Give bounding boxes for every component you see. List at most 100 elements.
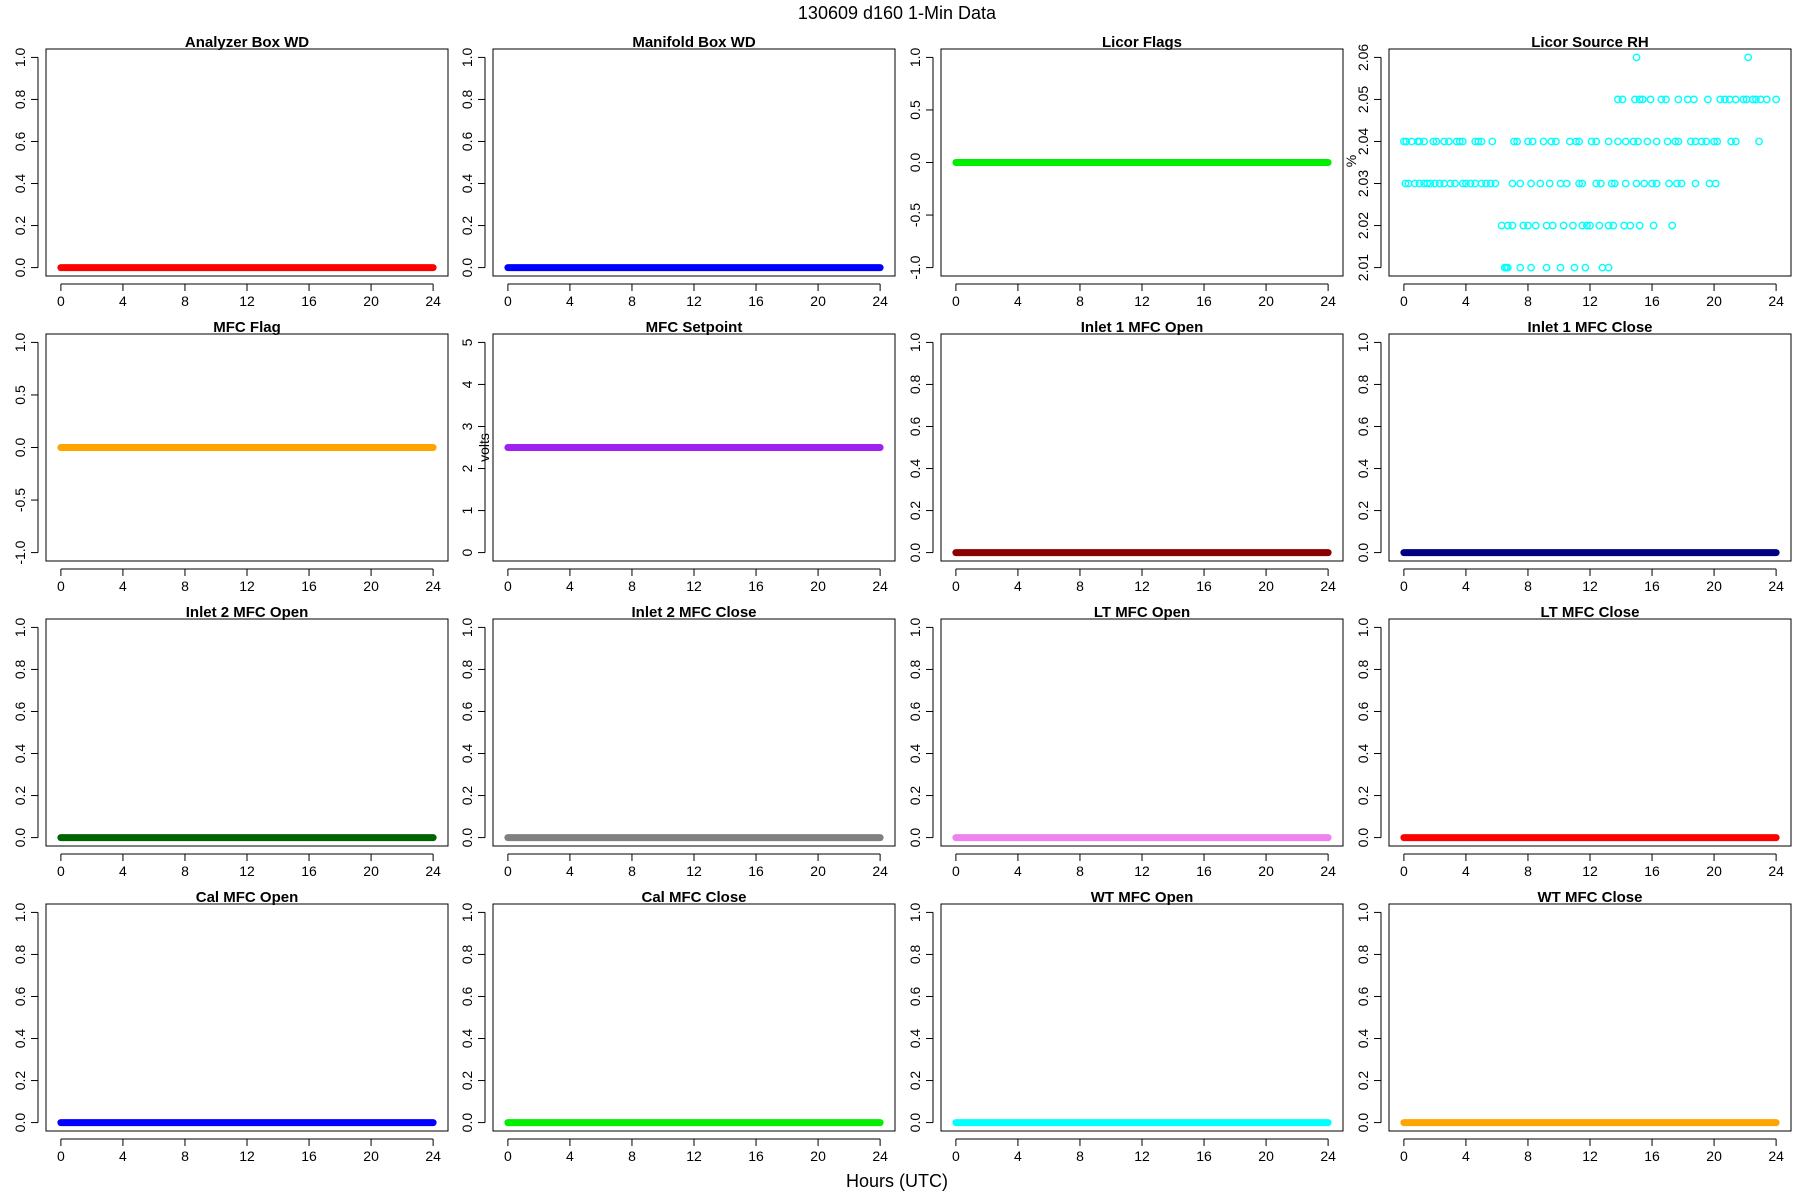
- data-point: [1674, 137, 1683, 146]
- y-tick-label: 0.0: [1355, 543, 1371, 563]
- x-tick-label: 24: [872, 578, 888, 594]
- plot-frame: [1388, 618, 1792, 847]
- plot-frame: [1388, 333, 1792, 562]
- y-tick-label: 0.6: [1355, 702, 1371, 722]
- y-tick-label: 0.0: [459, 258, 475, 278]
- data-point: [1575, 179, 1584, 188]
- panel-title: WT MFC Close: [1538, 889, 1643, 906]
- y-tick-label: 0.0: [12, 438, 28, 458]
- panel-cal-mfc-open: Cal MFC Open 0 4 8 12 16 20 24 0.0 0.2 0.4 0.6 0.8 1.…: [12, 889, 449, 1164]
- x-tick-label: 16: [1644, 578, 1660, 594]
- data-point: [1713, 137, 1722, 146]
- data-point: [1539, 137, 1548, 146]
- x-axis: 0 4 8 12 16 20 24: [57, 1138, 441, 1164]
- y-axis: 0.0 0.2 0.4 0.6 0.8 1.0: [907, 617, 934, 847]
- y-axis: 2.01 2.02 2.03 2.04 2.05 2.06: [1355, 44, 1382, 281]
- data-point: [1638, 95, 1647, 104]
- x-tick-label: 24: [425, 293, 441, 309]
- data-point: [1671, 137, 1680, 146]
- x-tick-label: 24: [872, 1148, 888, 1164]
- x-tick-label: 12: [1582, 863, 1598, 879]
- panel-title: Analyzer Box WD: [185, 34, 309, 51]
- panel-cal-mfc-close: Cal MFC Close 0 4 8 12 16 20 24 0.0 0.2 0.4 0.6 0.8 1…: [459, 889, 896, 1164]
- y-tick-label: 0.6: [1355, 417, 1371, 437]
- x-tick-label: 4: [566, 293, 574, 309]
- y-tick-label: 0.8: [907, 660, 923, 680]
- panel-inlet-1-mfc-close: Inlet 1 MFC Close 0 4 8 12 16 20 24 0.0 0.2 0.4 0.6…: [1355, 319, 1792, 594]
- x-axis: 0 4 8 12 16 20 24: [504, 1138, 888, 1164]
- panel-title: WT MFC Open: [1091, 889, 1193, 906]
- y-tick-label: 0.4: [459, 1029, 475, 1049]
- y-tick-label: 0.0: [1355, 1113, 1371, 1133]
- y-tick-label: 1.0: [1355, 332, 1371, 352]
- data-point: [1477, 179, 1486, 188]
- x-tick-label: 20: [363, 1148, 379, 1164]
- y-tick-label: 0.4: [459, 174, 475, 194]
- data-point: [1614, 95, 1622, 104]
- x-tick-label: 12: [1134, 863, 1150, 879]
- panel-mfc-flag: MFC Flag 0 4 8 12 16 20 24 -1.0 -0.5 0.0 0.5 1.0: [12, 319, 449, 594]
- y-tick-label: 0.4: [907, 459, 923, 479]
- data-point: [1510, 137, 1518, 146]
- data-point: [1527, 179, 1535, 188]
- y-axis: 0.0 0.2 0.4 0.6 0.8 1.0: [1355, 617, 1382, 847]
- x-tick-label: 24: [1768, 1148, 1784, 1164]
- data-point: [1635, 95, 1644, 104]
- data-point: [1527, 263, 1535, 272]
- x-tick-label: 8: [181, 578, 189, 594]
- data-point: [1440, 137, 1449, 146]
- panel-title: MFC Flag: [213, 319, 281, 336]
- data-point: [1762, 95, 1771, 104]
- x-tick-label: 8: [628, 293, 636, 309]
- data-point: [1607, 179, 1616, 188]
- x-axis: 0 4 8 12 16 20 24: [1400, 568, 1784, 594]
- plot-frame: [45, 903, 449, 1132]
- plot-frame: [940, 618, 1344, 847]
- x-tick-label: 0: [1400, 1148, 1408, 1164]
- y-tick-label: 0.5: [12, 385, 28, 405]
- x-tick-label: 24: [1320, 293, 1336, 309]
- y-axis: -1.0 -0.5 0.0 0.5 1.0: [12, 332, 39, 565]
- data-point: [1415, 179, 1424, 188]
- x-tick-label: 4: [119, 1148, 127, 1164]
- data-point: [1697, 137, 1706, 146]
- x-tick-label: 16: [1196, 863, 1212, 879]
- plot-frame: [1388, 903, 1792, 1132]
- x-axis: 0 4 8 12 16 20 24: [504, 568, 888, 594]
- x-tick-label: 12: [1134, 293, 1150, 309]
- data-point: [1592, 137, 1601, 146]
- panel-lt-mfc-close: LT MFC Close 0 4 8 12 16 20 24 0.0 0.2 0.4 0.6 0.8 1.…: [1355, 604, 1792, 879]
- data-point: [1731, 95, 1740, 104]
- data-point: [1672, 179, 1681, 188]
- data-point: [1420, 137, 1428, 146]
- panel-title: Cal MFC Close: [641, 889, 746, 906]
- y-tick-label: 1.0: [12, 47, 28, 67]
- y-tick-label: 0.0: [459, 828, 475, 848]
- panel-wt-mfc-open: WT MFC Open 0 4 8 12 16 20 24 0.0 0.2 0.4 0.6 0.8 1.0: [907, 889, 1344, 1164]
- x-axis: 0 4 8 12 16 20 24: [1400, 853, 1784, 879]
- x-tick-label: 20: [810, 293, 826, 309]
- data-series: [1399, 53, 1781, 272]
- x-axis: 0 4 8 12 16 20 24: [57, 853, 441, 879]
- data-point: [1508, 179, 1517, 188]
- y-tick-label: 0.4: [1355, 1029, 1371, 1049]
- x-tick-label: 8: [1524, 1148, 1532, 1164]
- data-point: [1595, 221, 1604, 230]
- plot-frame: [940, 48, 1344, 277]
- data-point: [1531, 221, 1540, 230]
- data-point: [1431, 179, 1439, 188]
- y-tick-label: 0.2: [12, 1071, 28, 1091]
- data-point: [1451, 179, 1459, 188]
- y-tick-label: 0.0: [907, 543, 923, 563]
- x-tick-label: 4: [566, 863, 574, 879]
- x-tick-label: 20: [810, 863, 826, 879]
- x-tick-label: 12: [1582, 578, 1598, 594]
- data-point: [1748, 95, 1757, 104]
- y-tick-label: 0.4: [1355, 459, 1371, 479]
- data-point: [1640, 179, 1649, 188]
- y-tick-label: 1.0: [12, 902, 28, 922]
- y-tick-label: 0.4: [459, 744, 475, 764]
- data-point: [1572, 137, 1580, 146]
- x-tick-label: 24: [425, 1148, 441, 1164]
